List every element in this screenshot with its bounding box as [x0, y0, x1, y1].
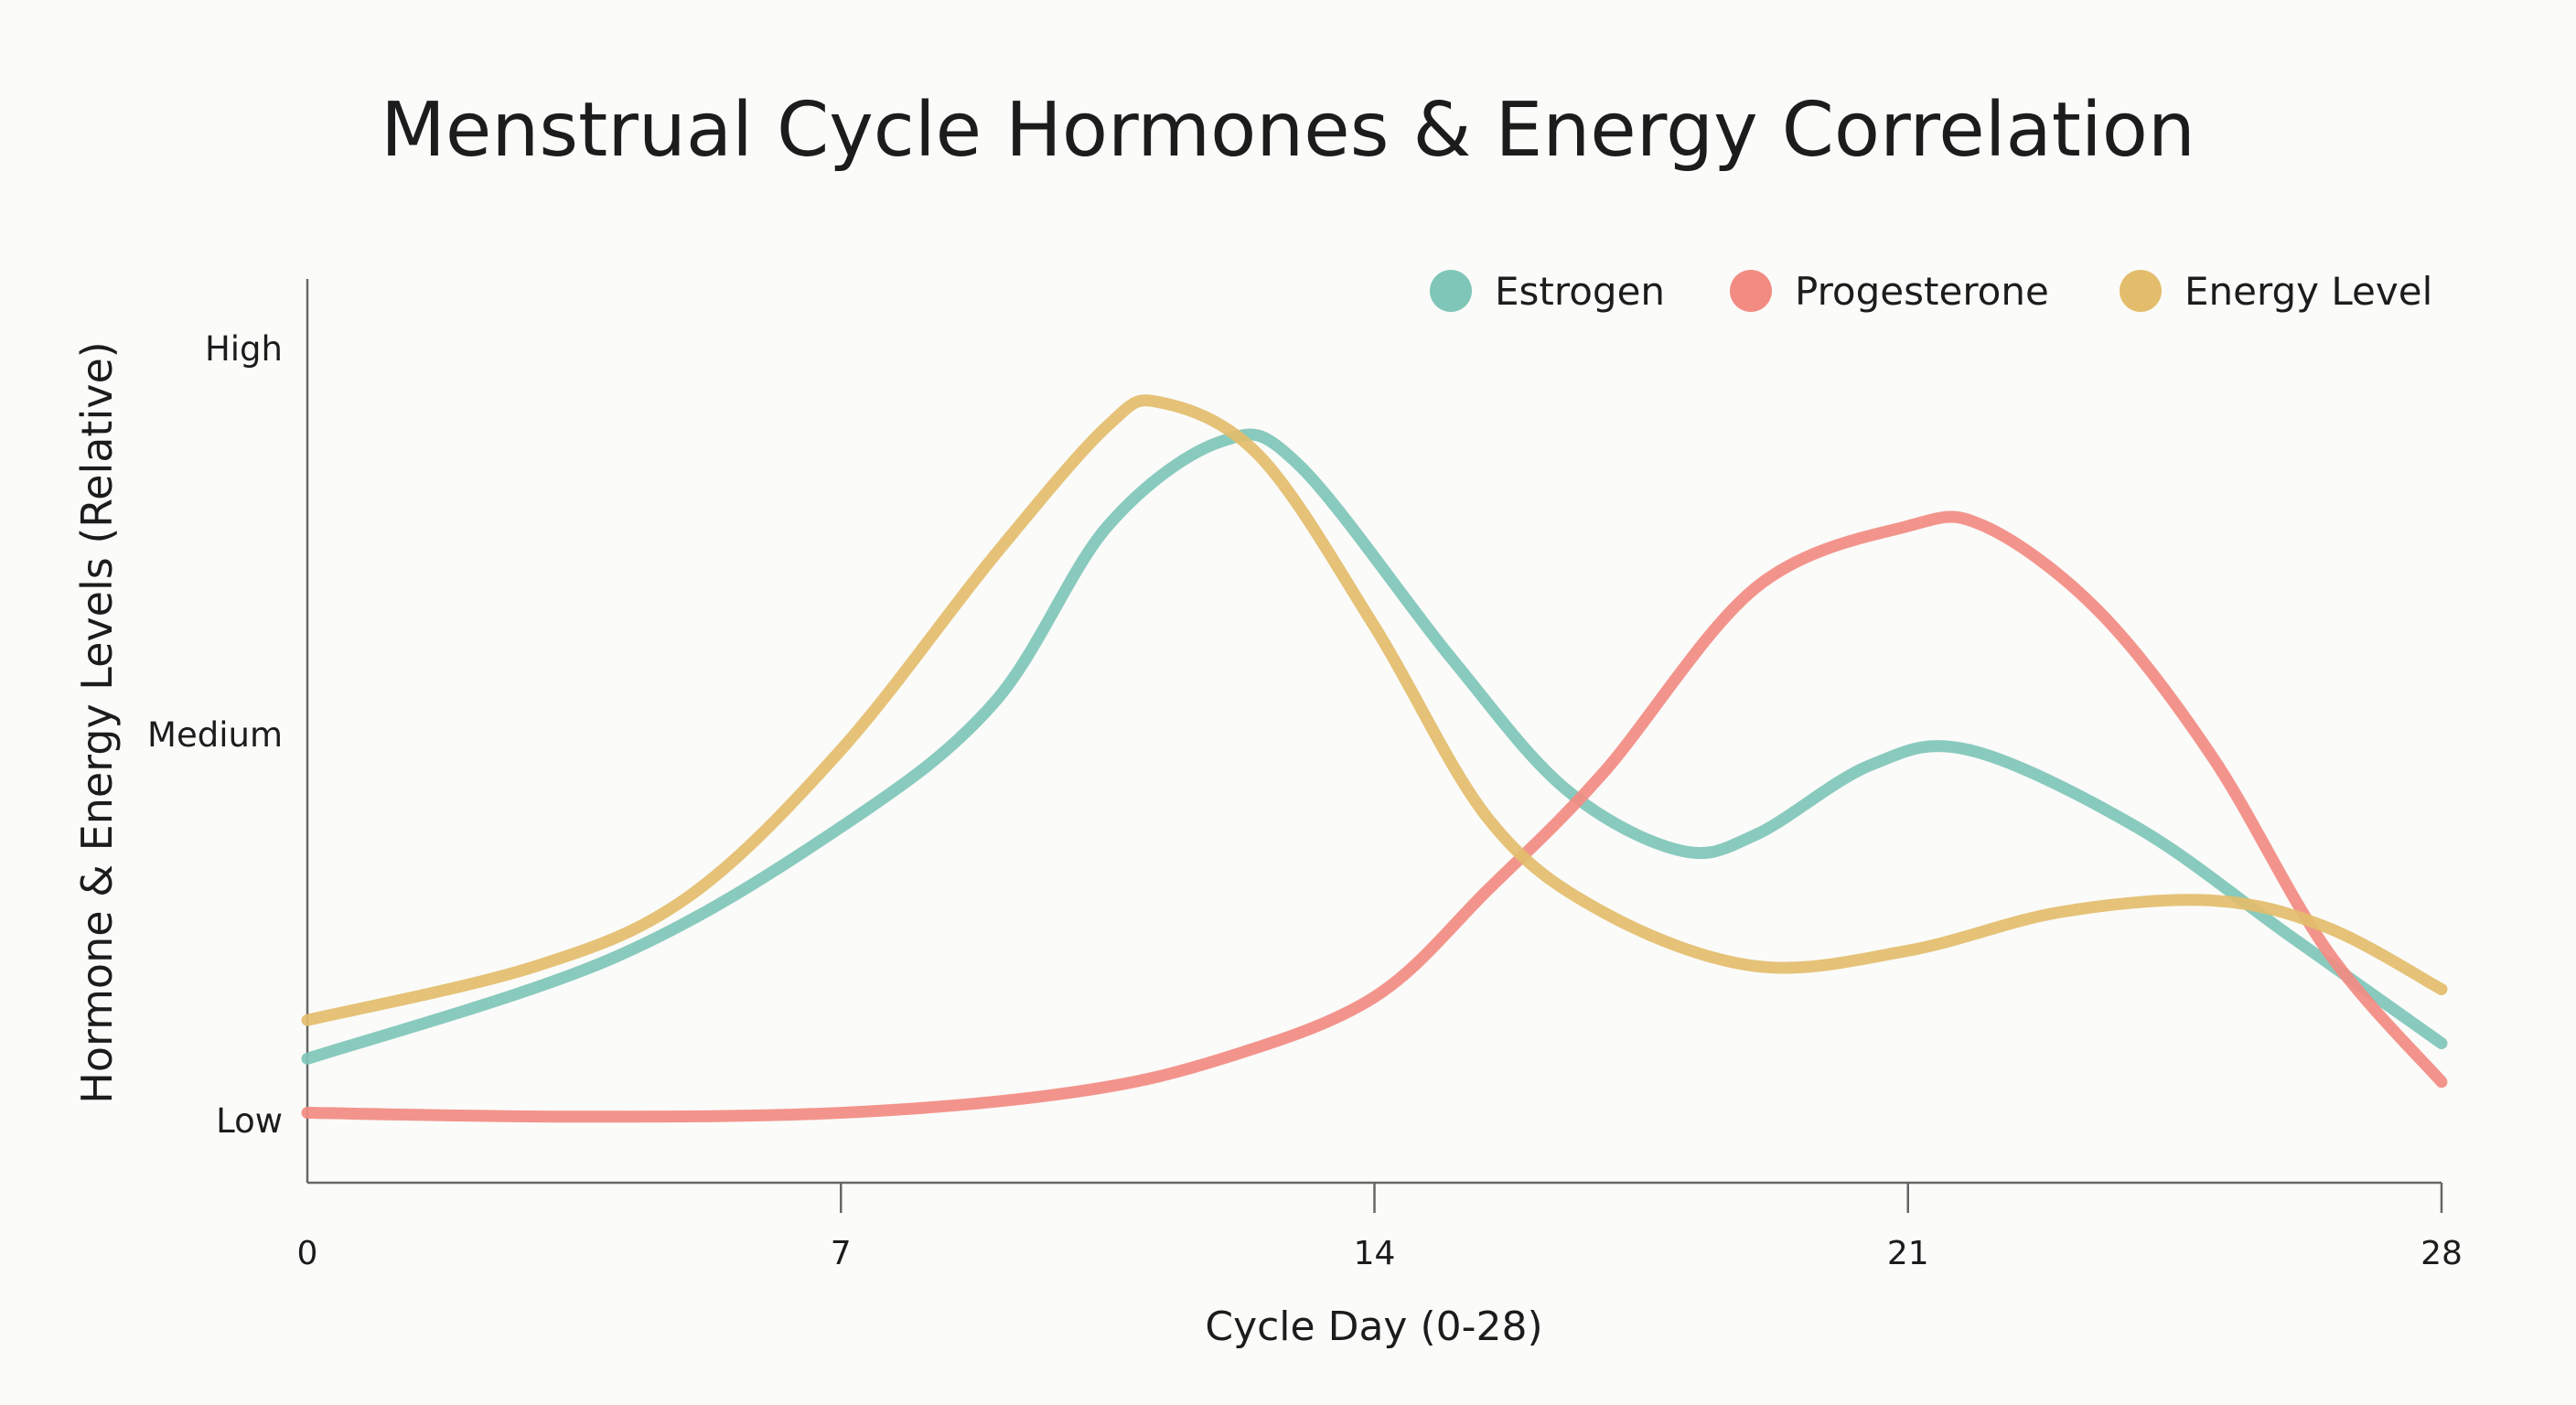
- y-axis-label: Hormone & Energy Levels (Relative): [72, 341, 122, 1103]
- chart-title: Menstrual Cycle Hormones & Energy Correl…: [381, 87, 2195, 174]
- legend-label-estrogen: Estrogen: [1495, 269, 1665, 314]
- legend-label-progesterone: Progesterone: [1795, 269, 2049, 314]
- series-line-estrogen: [301, 428, 2448, 1065]
- legend-label-energy: Energy Level: [2184, 269, 2432, 314]
- legend: Estrogen Progesterone Energy Level: [1430, 269, 2432, 314]
- x-tick-label: 0: [297, 1235, 318, 1272]
- legend-marker-energy: [2120, 270, 2162, 312]
- y-tick-label: Medium: [147, 715, 283, 755]
- y-tick-label: Low: [216, 1101, 283, 1141]
- x-tick-label: 28: [2420, 1235, 2463, 1272]
- series-line-progesterone: [301, 510, 2448, 1123]
- legend-marker-estrogen: [1430, 270, 1472, 312]
- x-tick-label: 14: [1354, 1235, 1396, 1272]
- x-tick-label: 21: [1887, 1235, 1929, 1272]
- y-tick-label: High: [205, 329, 283, 369]
- x-axis-label: Cycle Day (0-28): [1205, 1303, 1542, 1350]
- series-line-energy-level: [301, 394, 2448, 1026]
- x-tick-label: 7: [831, 1235, 852, 1272]
- legend-marker-progesterone: [1730, 270, 1772, 312]
